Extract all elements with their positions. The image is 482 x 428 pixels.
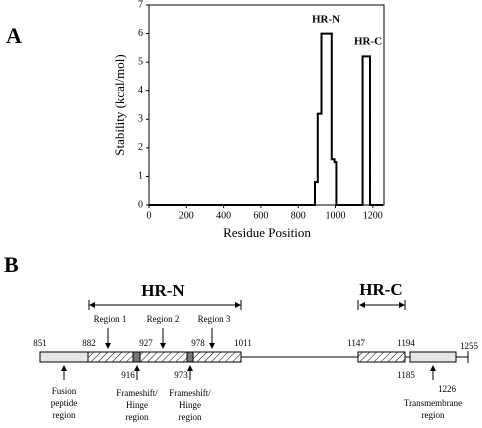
chart: Residue Position Stability (kcal/mol) 0 1… <box>112 0 385 240</box>
hinge-box <box>186 351 194 363</box>
residue-number: 927 <box>139 338 153 348</box>
residue-number: 916 <box>121 370 135 380</box>
stability-line <box>149 32 384 206</box>
residue-number: 1147 <box>347 338 365 348</box>
feature-label: region <box>53 410 76 420</box>
residue-number: 1185 <box>397 370 415 380</box>
feature-label: Hinge <box>179 400 201 410</box>
x-tick-label: 0 <box>147 210 152 221</box>
y-axis-label: Stability (kcal/mol) <box>112 54 127 155</box>
diagram: HR-N HR-C 851 882 927 978 1011 1147 1194… <box>33 280 478 422</box>
residue-number: 978 <box>191 338 205 348</box>
panel-label: B <box>4 252 19 277</box>
feature-label: Fusion <box>52 386 77 396</box>
x-tick-label: 400 <box>216 210 231 221</box>
transmembrane-box <box>409 351 457 363</box>
feature-label: region <box>126 412 149 422</box>
hr-c-box <box>357 351 406 363</box>
fusion-peptide-box <box>39 351 89 363</box>
hinge-box <box>132 351 141 363</box>
y-tick-label: 4 <box>138 85 143 96</box>
x-axis-label: Residue Position <box>223 225 311 240</box>
panel-label: A <box>6 23 22 48</box>
y-tick-label: 7 <box>138 0 143 10</box>
residue-number: 1011 <box>234 338 252 348</box>
feature-label: Frameshift/ <box>116 388 158 398</box>
residue-number: 1255 <box>460 341 479 351</box>
y-tick-label: 2 <box>138 142 143 153</box>
y-tick-label: 6 <box>138 28 143 39</box>
hr-n-box <box>87 351 242 363</box>
region-label: Region 2 <box>147 314 180 324</box>
region-label: Region 3 <box>198 314 231 324</box>
y-tick-label: 3 <box>138 114 143 125</box>
annotation: HR-C <box>354 36 382 48</box>
x-tick-label: 1200 <box>363 210 383 221</box>
domain-label: HR-N <box>141 281 185 300</box>
feature-label: peptide <box>51 398 78 408</box>
y-tick-label: 1 <box>138 171 143 182</box>
feature-label: region <box>179 412 202 422</box>
domain-label: HR-C <box>359 280 402 299</box>
feature-label: Transmembrane <box>404 398 462 408</box>
plot-frame <box>148 4 385 206</box>
y-tick-label: 5 <box>138 56 143 67</box>
feature-label: Hinge <box>126 400 148 410</box>
residue-number: 882 <box>82 338 96 348</box>
x-tick-label: 1000 <box>326 210 346 221</box>
feature-label: region <box>422 410 445 420</box>
residue-number: 973 <box>174 370 188 380</box>
x-tick-label: 200 <box>179 210 194 221</box>
annotation: HR-N <box>312 14 340 26</box>
residue-number: 1194 <box>397 338 415 348</box>
residue-number: 851 <box>33 338 47 348</box>
x-tick-label: 600 <box>253 210 268 221</box>
residue-number: 1226 <box>438 384 457 394</box>
x-tick-label: 800 <box>291 210 306 221</box>
region-label: Region 1 <box>94 314 127 324</box>
y-tick-label: 0 <box>138 199 143 210</box>
feature-label: Frameshift/ <box>169 388 211 398</box>
